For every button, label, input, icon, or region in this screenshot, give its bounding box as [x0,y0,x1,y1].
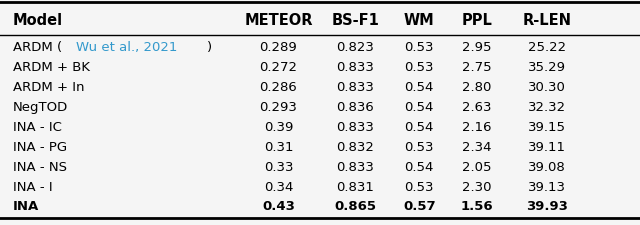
Text: INA - PG: INA - PG [13,141,67,154]
Text: 2.80: 2.80 [462,81,492,94]
Text: 0.831: 0.831 [336,180,374,194]
Text: 0.54: 0.54 [404,121,434,134]
Text: 0.53: 0.53 [404,61,434,74]
Text: 2.75: 2.75 [462,61,492,74]
Text: ARDM + BK: ARDM + BK [13,61,90,74]
Text: 0.34: 0.34 [264,180,293,194]
Text: 39.15: 39.15 [528,121,566,134]
Text: 0.289: 0.289 [260,41,297,54]
Text: 25.22: 25.22 [528,41,566,54]
Text: 0.33: 0.33 [264,161,293,173]
Text: 32.32: 32.32 [528,101,566,114]
Text: INA - I: INA - I [13,180,52,194]
Text: ARDM + In: ARDM + In [13,81,84,94]
Text: 0.286: 0.286 [260,81,297,94]
Text: 2.30: 2.30 [462,180,492,194]
Text: 39.11: 39.11 [528,141,566,154]
Text: Model: Model [13,13,63,28]
Text: 39.13: 39.13 [528,180,566,194]
Text: INA - NS: INA - NS [13,161,67,173]
Text: 0.833: 0.833 [336,81,374,94]
Text: WM: WM [404,13,435,28]
Text: R-LEN: R-LEN [523,13,572,28]
Text: 2.95: 2.95 [462,41,492,54]
Text: METEOR: METEOR [244,13,313,28]
Text: 0.833: 0.833 [336,121,374,134]
Text: 35.29: 35.29 [528,61,566,74]
Text: BS-F1: BS-F1 [332,13,379,28]
Text: Wu et al., 2021: Wu et al., 2021 [76,41,177,54]
Text: 2.34: 2.34 [462,141,492,154]
Text: 2.16: 2.16 [462,121,492,134]
Text: INA: INA [13,200,39,214]
Text: 0.53: 0.53 [404,141,434,154]
Text: 0.832: 0.832 [336,141,374,154]
Text: 0.57: 0.57 [403,200,435,214]
Text: PPL: PPL [461,13,492,28]
Text: 0.39: 0.39 [264,121,293,134]
Text: 39.08: 39.08 [529,161,566,173]
Text: 0.43: 0.43 [262,200,295,214]
Text: 0.823: 0.823 [336,41,374,54]
Text: 0.54: 0.54 [404,161,434,173]
Text: 1.56: 1.56 [461,200,493,214]
Text: 0.54: 0.54 [404,81,434,94]
Text: 0.293: 0.293 [259,101,298,114]
Text: 30.30: 30.30 [528,81,566,94]
Text: 0.272: 0.272 [259,61,298,74]
Text: 0.833: 0.833 [336,161,374,173]
Text: 2.05: 2.05 [462,161,492,173]
Text: NegTOD: NegTOD [13,101,68,114]
Text: INA - IC: INA - IC [13,121,61,134]
Text: 0.53: 0.53 [404,180,434,194]
Text: 0.836: 0.836 [337,101,374,114]
Text: 0.865: 0.865 [334,200,376,214]
Text: 0.53: 0.53 [404,41,434,54]
Text: ARDM (: ARDM ( [13,41,62,54]
Text: 0.833: 0.833 [336,61,374,74]
Text: 0.31: 0.31 [264,141,293,154]
Text: 2.63: 2.63 [462,101,492,114]
Text: 39.93: 39.93 [526,200,568,214]
Text: ): ) [207,41,212,54]
Text: 0.54: 0.54 [404,101,434,114]
